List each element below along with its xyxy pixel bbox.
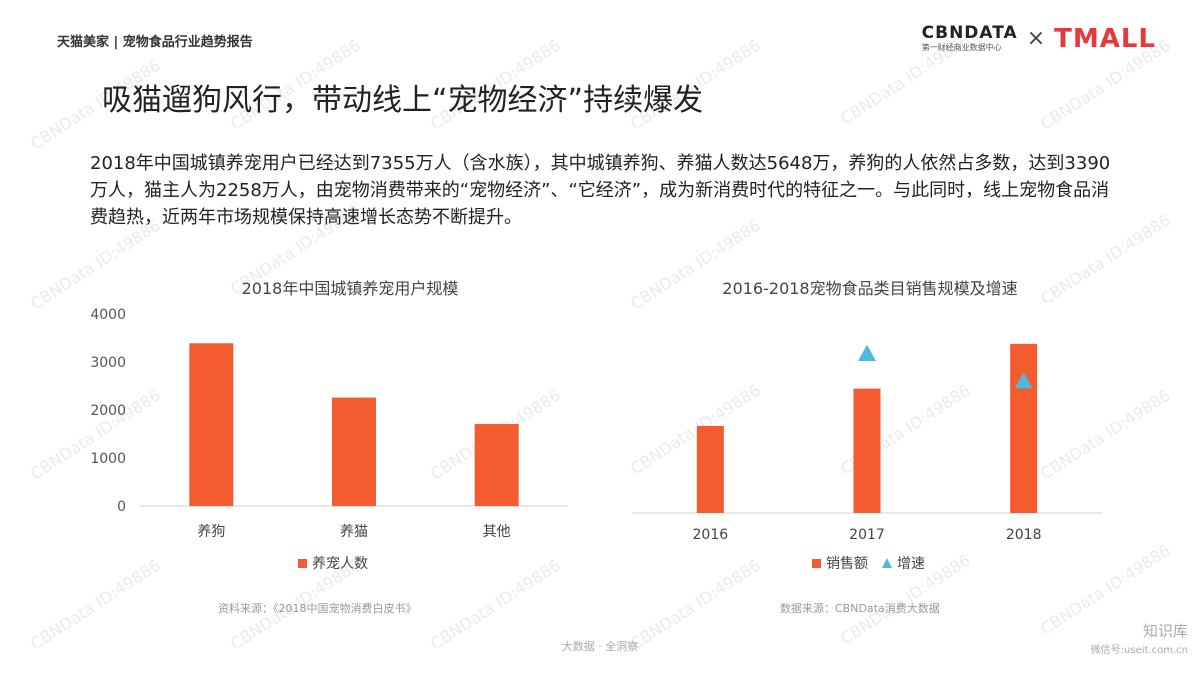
chart-2-x-tick-label: 2017 xyxy=(849,527,885,543)
chart-2-bar xyxy=(696,425,724,513)
chart-2-growth-marker xyxy=(858,344,876,361)
chart-1-bar xyxy=(332,397,376,506)
chart-1-y-tick-label: 3000 xyxy=(90,355,126,371)
chart-2-legend-label-growth: 增速 xyxy=(897,556,925,572)
source-note-right: 数据来源：CBNData消费大数据 xyxy=(780,602,940,615)
brand-logos: CBNDATA 第一财经商业数据中心 × TMALL xyxy=(922,24,1156,53)
chart-2-bar xyxy=(1010,343,1038,513)
chart-1-bar xyxy=(474,424,519,506)
chart-1-y-tick-label: 1000 xyxy=(90,451,126,467)
chart-1-x-tick-label: 养狗 xyxy=(197,524,225,540)
cbndata-logo-text: CBNDATA xyxy=(921,23,1018,43)
chart-1-legend-label: 养宠人数 xyxy=(312,556,368,572)
collaboration-cross-icon: × xyxy=(1026,25,1046,51)
chart-2-legend-swatch-growth xyxy=(882,558,892,568)
watermark-sub: 微信号:useit.com.cn xyxy=(1090,645,1188,656)
chart-2-growth-marker xyxy=(1014,372,1033,389)
chart-2-bar xyxy=(853,388,881,513)
cbndata-logo: CBNDATA 第一财经商业数据中心 xyxy=(922,24,1018,53)
breadcrumb: 天猫美家 | 宠物食品行业趋势报告 xyxy=(57,35,253,50)
chart-1-x-tick-label: 其他 xyxy=(483,524,511,540)
chart-1-y-tick-label: 4000 xyxy=(90,307,126,323)
chart-2-legend-label-sales: 销售额 xyxy=(826,556,868,572)
chart-2-title: 2016-2018宠物食品类目销售规模及增速 xyxy=(722,279,1018,298)
cbndata-logo-subtitle: 第一财经商业数据中心 xyxy=(921,43,1002,52)
footer-note: 大数据 · 全洞察 xyxy=(561,640,639,653)
chart-1-title: 2018年中国城镇养宠用户规模 xyxy=(241,279,459,298)
chart-1-x-tick-label: 养猫 xyxy=(340,524,368,540)
tmall-logo: TMALL xyxy=(1054,23,1156,54)
chart-1-y-tick-label: 0 xyxy=(117,499,126,515)
chart-1-y-tick-label: 2000 xyxy=(90,403,126,419)
chart-1-bar xyxy=(189,343,234,506)
chart-2-x-tick-label: 2018 xyxy=(1006,527,1042,543)
watermark-name: 知识库 xyxy=(1142,622,1188,640)
source-note-left: 资料来源：《2018中国宠物消费白皮书》 xyxy=(218,602,417,615)
chart-1-legend-swatch xyxy=(298,559,307,568)
intro-paragraph: 2018年中国城镇养宠用户已经达到7355万人（含水族），其中城镇养狗、养猫人数… xyxy=(90,153,1111,228)
chart-2-x-tick-label: 2016 xyxy=(693,527,729,543)
page-title: 吸猫遛狗风行，带动线上“宠物经济”持续爆发 xyxy=(102,83,704,118)
chart-2-legend-swatch-sales xyxy=(812,559,821,568)
corner-watermark: 知识库 微信号:useit.com.cn xyxy=(1091,620,1188,656)
